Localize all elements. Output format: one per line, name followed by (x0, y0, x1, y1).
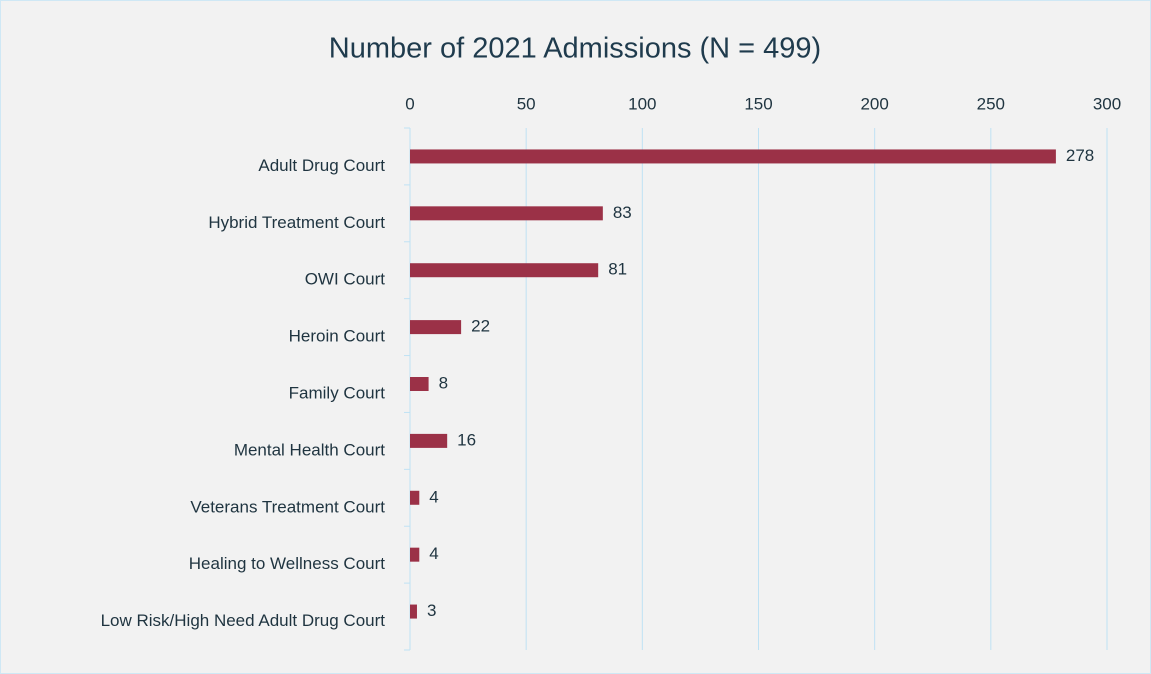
bar (410, 433, 448, 448)
y-tick-label: Hybrid Treatment Court (208, 213, 385, 232)
y-tick-label: OWI Court (305, 270, 386, 289)
data-label: 3 (427, 601, 436, 620)
x-tick-label: 100 (628, 94, 656, 113)
x-tick-label: 50 (517, 94, 536, 113)
bar (410, 377, 429, 391)
y-tick-label: Family Court (289, 383, 386, 402)
data-label: 83 (613, 203, 632, 222)
bar (410, 320, 462, 335)
bar (410, 490, 420, 505)
data-label: 278 (1066, 146, 1094, 165)
y-tick-label: Low Risk/High Need Adult Drug Court (101, 611, 386, 630)
x-tick-label: 300 (1093, 94, 1121, 113)
data-label: 8 (439, 373, 448, 392)
x-tick-label: 200 (860, 94, 888, 113)
y-tick-label: Heroin Court (289, 327, 386, 346)
y-tick-label: Veterans Treatment Court (190, 497, 385, 516)
x-tick-label: 250 (977, 94, 1005, 113)
data-label: 4 (429, 544, 438, 563)
data-label: 22 (471, 317, 490, 336)
bar (410, 604, 417, 619)
data-label: 4 (429, 487, 438, 506)
bar (410, 547, 420, 562)
x-tick-label: 150 (744, 94, 772, 113)
bar (410, 149, 1056, 164)
y-tick-label: Adult Drug Court (258, 156, 385, 175)
x-tick-label: 0 (405, 94, 414, 113)
y-tick-label: Mental Health Court (234, 440, 385, 459)
data-label: 81 (608, 260, 627, 279)
data-label: 16 (457, 430, 476, 449)
y-tick-label: Healing to Wellness Court (189, 554, 385, 573)
bar (410, 206, 603, 221)
bar (410, 263, 599, 278)
chart-title: Number of 2021 Admissions (N = 499) (329, 33, 821, 65)
